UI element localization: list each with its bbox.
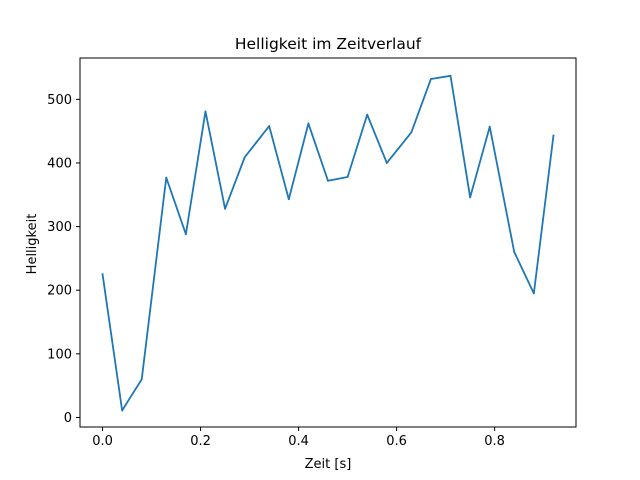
data-point: [204, 110, 207, 113]
data-point: [307, 122, 310, 125]
data-point: [327, 179, 329, 182]
data-point: [410, 131, 413, 134]
data-point: [287, 198, 290, 201]
y-axis-label: Helligkeit: [25, 214, 40, 275]
data-point: [532, 292, 535, 295]
data-point: [243, 156, 246, 159]
data-point: [469, 196, 472, 199]
data-point: [552, 134, 555, 137]
data-point: [449, 74, 452, 77]
data-point: [121, 409, 124, 412]
data-point: [488, 125, 491, 128]
plot-area: 0.0 0.2 0.4 0.6 0.8 0 100 200 300 400 500: [47, 57, 577, 449]
y-tick-label: 100: [47, 347, 72, 362]
chart-title: Helligkeit im Zeitverlauf: [235, 35, 422, 53]
y-tick-label: 0: [64, 411, 72, 426]
x-tick-label: 0.6: [386, 434, 407, 449]
data-point: [184, 233, 187, 236]
y-tick-label: 300: [47, 220, 72, 235]
x-tick-label: 0.4: [288, 434, 309, 449]
x-tick-label: 0.2: [190, 434, 211, 449]
data-point: [346, 176, 349, 178]
y-tick-label: 500: [47, 93, 72, 108]
data-point: [165, 176, 168, 179]
x-axis-label: Zeit [s]: [305, 457, 352, 472]
x-tick-label: 0.0: [92, 434, 113, 449]
data-point: [101, 273, 104, 276]
y-tick-label: 400: [47, 156, 72, 171]
data-point: [268, 125, 271, 127]
y-tick-label: 200: [47, 284, 72, 299]
data-point: [224, 207, 226, 210]
data-point: [513, 251, 516, 253]
axes-frame: [79, 57, 577, 428]
data-point: [140, 378, 143, 381]
data-point: [385, 162, 388, 164]
x-tick-label: 0.8: [484, 434, 505, 449]
data-point: [430, 78, 432, 80]
data-point: [366, 113, 369, 116]
